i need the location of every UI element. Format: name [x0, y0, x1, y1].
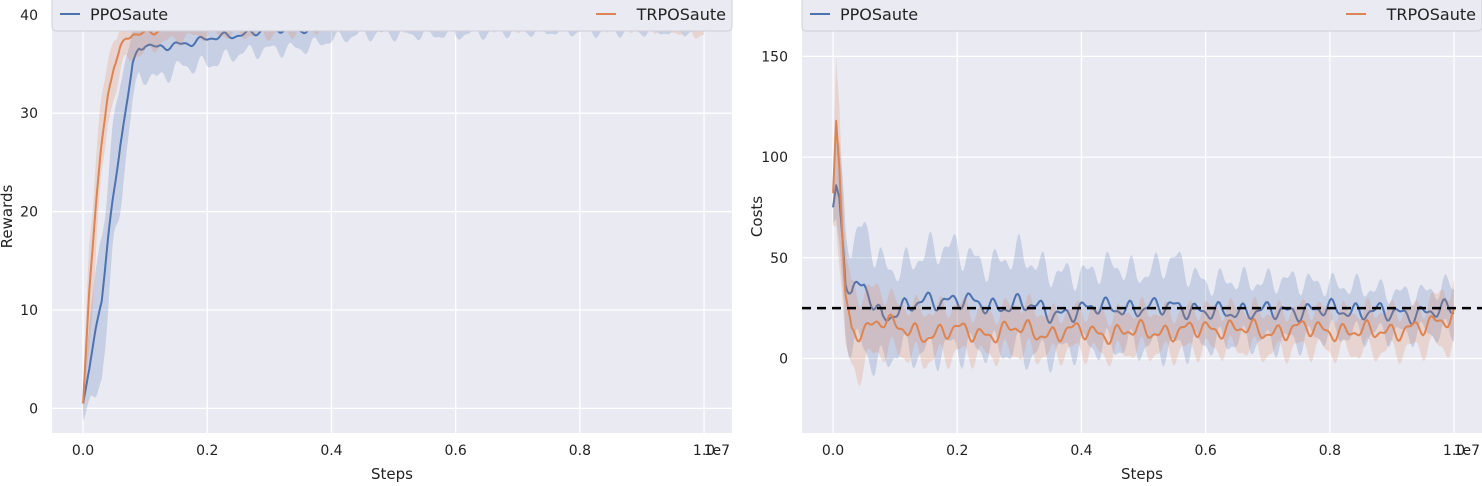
legend-label: TRPOSaute: [636, 5, 726, 24]
x-tick-label: 0.8: [1319, 443, 1341, 459]
legend-box: [51, 0, 733, 32]
legend: PPOSaute TRPOSaute: [51, 0, 733, 32]
x-axis-offset-label: 1e7: [1454, 443, 1480, 459]
x-tick-label: 0.4: [1070, 443, 1092, 459]
x-tick-label: 1.0: [1443, 443, 1465, 459]
y-tick-label: 10: [20, 303, 38, 319]
y-tick-label: 0: [29, 401, 38, 417]
chart-panel-2: 0.0 0.2 0.4 0.6 0.8 1.0 0 50 100 150 Steps Costs 1e7…: [748, 0, 1482, 483]
x-tick-label: 0.0: [822, 443, 844, 459]
legend-box: [801, 0, 1482, 32]
x-tick-label: 0.8: [569, 443, 591, 459]
x-tick-label: 0.2: [946, 443, 968, 459]
confidence-band-PPOSaute: [833, 141, 1455, 377]
y-tick-label: 100: [761, 150, 788, 166]
series-line-PPOSaute: [832, 184, 1455, 326]
x-tick-label: 0.2: [196, 443, 218, 459]
x-tick-label: 0.6: [1195, 443, 1217, 459]
y-tick-label: 40: [20, 8, 38, 24]
legend-label: TRPOSaute: [1386, 5, 1476, 24]
series-group: [832, 57, 1456, 387]
x-axis-offset-label: 1e7: [704, 443, 730, 459]
y-tick-label: 150: [761, 49, 788, 65]
plot-area: [802, 0, 1482, 433]
y-axis-label: Rewards: [0, 184, 16, 248]
y-tick-label: 0: [779, 351, 788, 367]
x-axis-label: Steps: [1121, 465, 1163, 482]
y-tick-label: 20: [20, 205, 38, 221]
y-tick-label: 50: [770, 251, 788, 267]
x-axis-label: Steps: [371, 465, 413, 482]
x-tick-label: 0.0: [72, 443, 94, 459]
x-tick-label: 0.4: [320, 443, 342, 459]
x-tick-label: 1.0: [693, 443, 715, 459]
y-axis-label: Costs: [748, 196, 766, 237]
confidence-band-TRPOSaute: [833, 57, 1455, 387]
chart-panel-1: 0.0 0.2 0.4 0.6 0.8 1.0 0 10 20 30 40 Steps Rewards 1…: [0, 0, 733, 483]
confidence-band-PPOSaute: [83, 0, 705, 421]
y-tick-label: 30: [20, 106, 38, 122]
legend: PPOSaute TRPOSaute: [801, 0, 1482, 32]
legend-label: PPOSaute: [90, 5, 168, 24]
confidence-band-TRPOSaute: [83, 0, 705, 419]
x-tick-label: 0.6: [445, 443, 467, 459]
series-line-TRPOSaute: [832, 119, 1456, 345]
legend-label: PPOSaute: [840, 5, 918, 24]
plot-area: [52, 0, 732, 433]
